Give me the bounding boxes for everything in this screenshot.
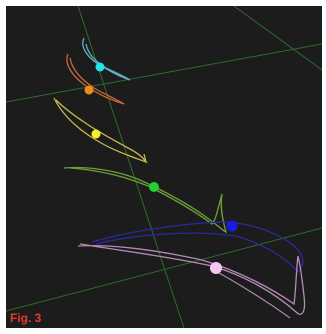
trajectory-cyan (82, 37, 131, 81)
trajectory-green-path (63, 166, 228, 234)
grid-line-3 (6, 227, 322, 312)
grid-lines (6, 6, 322, 328)
marker-cyan (95, 62, 105, 72)
marker-yellow (91, 129, 101, 139)
trajectory-blue (91, 220, 304, 273)
marker-blue (226, 220, 238, 232)
plot-panel (6, 6, 322, 328)
marker-green (149, 182, 159, 192)
trajectory-yellow-tail (143, 153, 147, 163)
trajectory-cyan-path (82, 37, 131, 81)
marker-orange (84, 85, 94, 95)
marker-pink (210, 262, 222, 274)
grid-line-2 (77, 6, 185, 328)
trajectory-orange-path (66, 53, 125, 105)
trajectory-blue-path (91, 221, 304, 273)
trajectory-yellow (53, 97, 148, 164)
figure-label: Fig. 3 (10, 311, 42, 325)
trajectory-diagram (6, 6, 322, 328)
trajectory-orange (66, 53, 125, 105)
grid-line-4 (233, 6, 322, 71)
trajectory-yellow-path (53, 97, 148, 164)
grid-line-1 (6, 43, 322, 103)
trajectory-green (63, 166, 228, 234)
trajectory-pink (77, 243, 306, 319)
